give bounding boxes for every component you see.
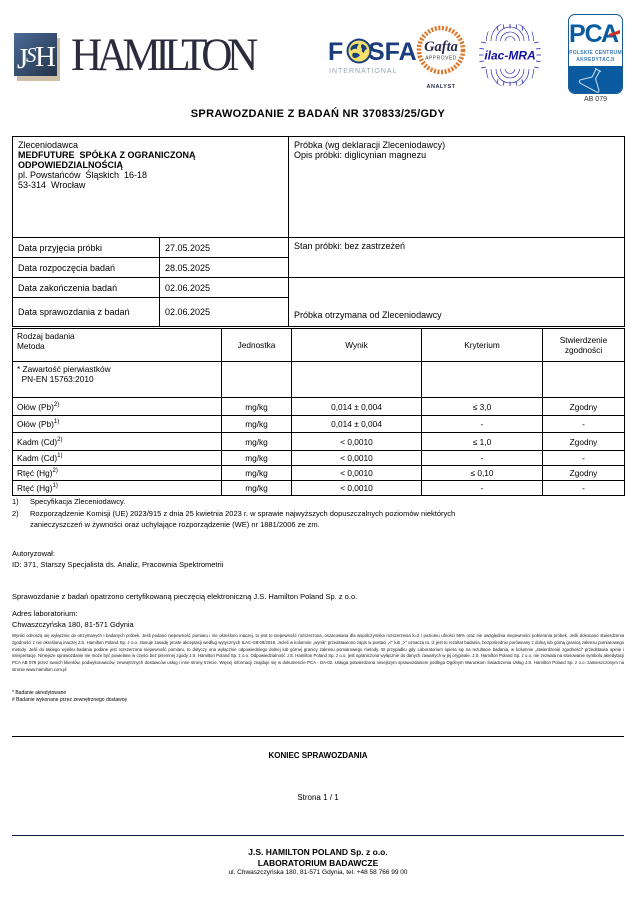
svg-text:INTERNATIONAL: INTERNATIONAL xyxy=(329,68,398,75)
svg-text:APPROVED: APPROVED xyxy=(425,56,457,62)
svg-text:H: H xyxy=(35,41,56,73)
svg-text:Gafta: Gafta xyxy=(424,39,458,55)
svg-text:ilac-MRA: ilac-MRA xyxy=(484,49,535,63)
svg-text:F: F xyxy=(328,38,343,66)
svg-text:SFA: SFA xyxy=(368,38,417,66)
svg-text:PC: PC xyxy=(569,20,603,48)
